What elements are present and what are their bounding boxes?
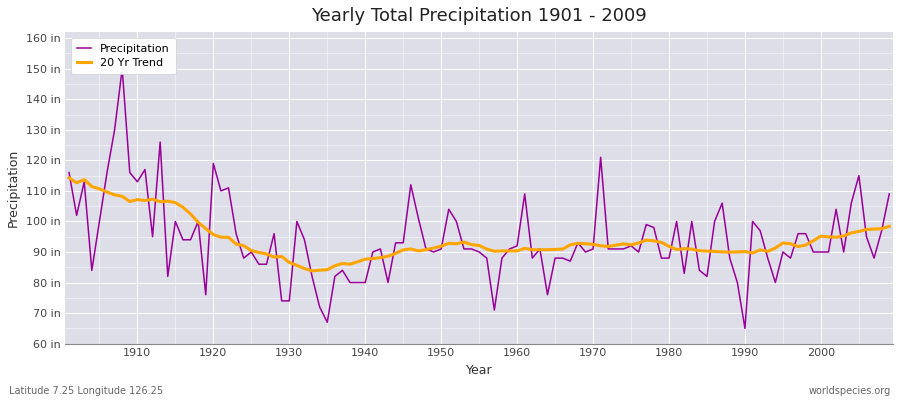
Text: worldspecies.org: worldspecies.org — [809, 386, 891, 396]
Title: Yearly Total Precipitation 1901 - 2009: Yearly Total Precipitation 1901 - 2009 — [311, 7, 647, 25]
Precipitation — [884, 192, 895, 196]
Precipitation — [345, 280, 356, 285]
Precipitation — [64, 170, 75, 175]
Precipitation — [610, 246, 621, 251]
Precipitation — [132, 179, 143, 184]
20 Yr Trend — [512, 248, 523, 253]
20 Yr Trend — [307, 268, 318, 273]
20 Yr Trend — [610, 243, 621, 248]
Precipitation — [299, 237, 310, 242]
Line: 20 Yr Trend: 20 Yr Trend — [69, 178, 889, 271]
20 Yr Trend — [519, 246, 530, 251]
Legend: Precipitation, 20 Yr Trend: Precipitation, 20 Yr Trend — [71, 38, 176, 74]
20 Yr Trend — [64, 176, 75, 180]
Y-axis label: Precipitation: Precipitation — [7, 149, 20, 227]
X-axis label: Year: Year — [466, 364, 492, 377]
20 Yr Trend — [345, 262, 356, 267]
20 Yr Trend — [884, 224, 895, 229]
Line: Precipitation: Precipitation — [69, 69, 889, 328]
Text: Latitude 7.25 Longitude 126.25: Latitude 7.25 Longitude 126.25 — [9, 386, 163, 396]
Precipitation — [519, 192, 530, 196]
20 Yr Trend — [124, 199, 135, 204]
20 Yr Trend — [292, 263, 302, 268]
Precipitation — [117, 66, 128, 71]
Precipitation — [740, 326, 751, 331]
Precipitation — [512, 244, 523, 248]
